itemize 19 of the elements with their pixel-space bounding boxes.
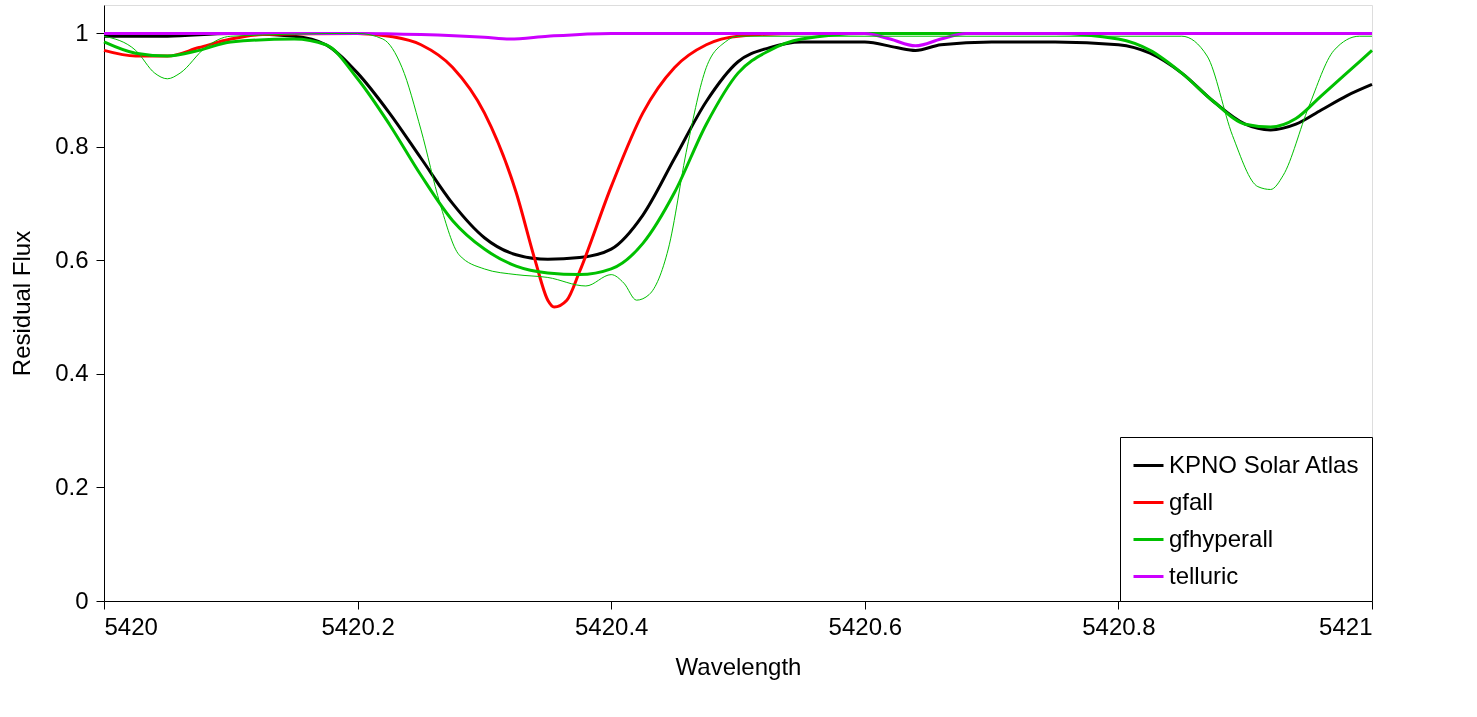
y-tick-label: 0 <box>75 586 89 614</box>
legend-label: KPNO Solar Atlas <box>1169 450 1359 478</box>
x-axis-title: Wavelength <box>675 652 802 680</box>
x-tick-label: 5420.8 <box>1082 612 1156 640</box>
x-tick-label: 5420.2 <box>321 612 395 640</box>
y-tick-label: 0.6 <box>55 245 89 273</box>
y-tick-label: 0.4 <box>55 359 89 387</box>
legend-label: gfhyperall <box>1169 524 1274 552</box>
legend-label: gfall <box>1169 487 1214 515</box>
y-tick-label: 0.2 <box>55 472 89 500</box>
y-axis-title: Residual Flux <box>8 230 36 377</box>
y-tick-label: 0.8 <box>55 132 89 160</box>
x-tick-label: 5420 <box>104 612 158 640</box>
x-tick-label: 5420.6 <box>828 612 902 640</box>
legend-label: telluric <box>1169 561 1239 589</box>
x-tick-label: 5420.4 <box>575 612 649 640</box>
line-series <box>102 31 1374 48</box>
y-tick-label: 1 <box>75 18 89 46</box>
x-tick-label: 5421 <box>1319 612 1373 640</box>
